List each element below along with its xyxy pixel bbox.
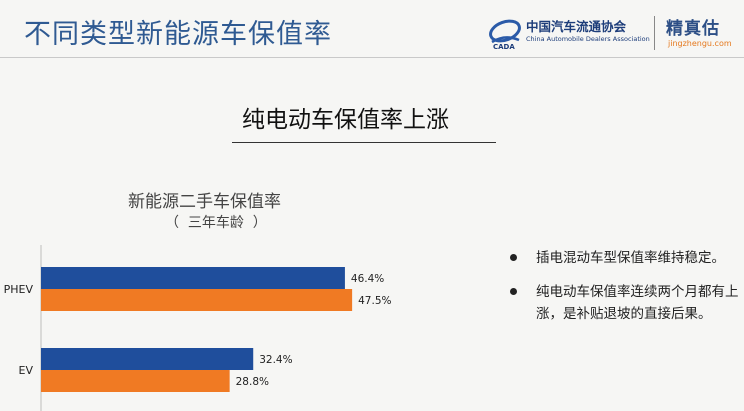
page-title: 不同类型新能源车保值率: [24, 19, 332, 50]
bullet-dot-icon: [510, 254, 517, 261]
bar-chart: PHEV 46.4% 47.5% EV 32.4% 28.8%: [4, 245, 392, 411]
chart-title: 新能源二手车保值率: [128, 192, 281, 212]
section-heading-underline: [232, 142, 496, 143]
chart-subtitle: （ 三年车龄 ）: [165, 215, 267, 231]
bar: [41, 267, 345, 289]
data-label: 46.4%: [351, 273, 384, 285]
bullet-dot-icon: [510, 288, 517, 295]
data-label: 32.4%: [259, 354, 292, 366]
logo-separator: [654, 16, 655, 50]
bullet-list: 插电混动车型保值率维持稳定。 纯电动车保值率连续两个月都有上涨，是补贴退坡的直接…: [510, 247, 740, 337]
bullet-text: 插电混动车型保值率维持稳定。: [536, 250, 725, 266]
section-heading: 纯电动车保值率上涨: [242, 107, 449, 133]
title-divider: [0, 57, 744, 58]
bullet-text: 纯电动车保值率连续两个月都有上涨，是补贴退坡的直接后果。: [536, 284, 739, 322]
bar: [41, 370, 230, 392]
jingzhengu-url: jingzhengu.com: [668, 39, 732, 48]
jingzhengu-logo: 精真估: [666, 19, 720, 39]
bar: [41, 289, 353, 311]
bullet-item: 纯电动车保值率连续两个月都有上涨，是补贴退坡的直接后果。: [510, 281, 740, 325]
category-label: PHEV: [4, 283, 34, 296]
caada-name-en: China Automobile Dealers Association: [526, 35, 650, 43]
category-label: EV: [19, 364, 34, 377]
data-label: 47.5%: [358, 295, 391, 307]
caada-name-cn: 中国汽车流通协会: [526, 19, 627, 34]
data-label: 28.8%: [236, 376, 269, 388]
bar: [41, 348, 254, 370]
header-logos: CADA 中国汽车流通协会 China Automobile Dealers A…: [488, 14, 738, 54]
bullet-item: 插电混动车型保值率维持稳定。: [510, 247, 740, 269]
caada-logo-icon: CADA: [489, 19, 521, 50]
svg-text:CADA: CADA: [493, 43, 515, 50]
